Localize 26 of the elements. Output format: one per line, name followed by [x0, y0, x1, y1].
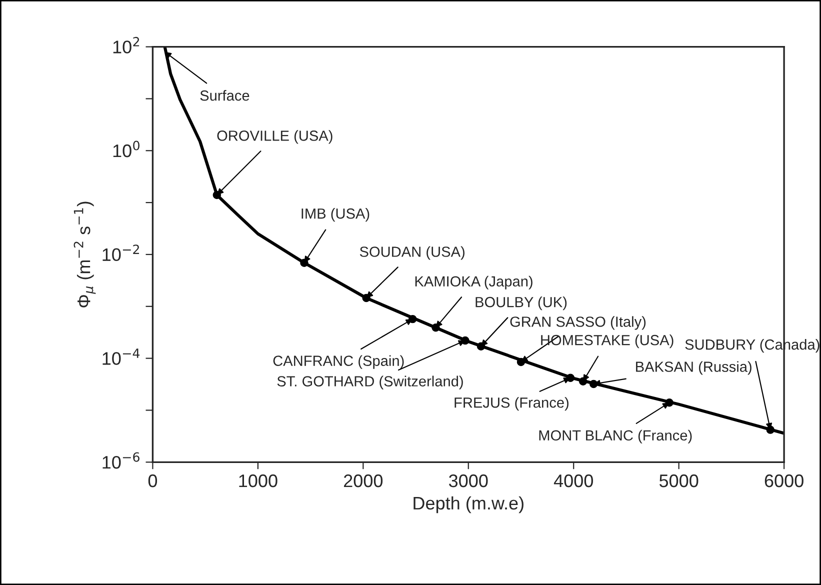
x-tick-label: 3000 [448, 474, 488, 488]
x-tick-label: 0 [148, 474, 158, 488]
annotation: KAMIOKA (Japan) [415, 276, 532, 290]
y-axis-title: Φ$_{μ}$ (m$^{−2}$ s$^{−1}$) [74, 202, 96, 308]
annotation: FREJUS (France) [454, 397, 568, 411]
x-tick-label: 6000 [764, 474, 804, 488]
annotation: GRAN SASSO (Italy) [510, 316, 646, 330]
annotation: IMB (USA) [302, 208, 370, 222]
annotation: BOULBY (UK) [476, 296, 567, 310]
y-tick-label: 10$^{−6}$ [102, 452, 140, 469]
annotation: OROVILLE (USA) [217, 130, 332, 144]
y-tick-label: 10$^{−4}$ [102, 348, 140, 365]
annotation: MONT BLANC (France) [539, 430, 692, 444]
annotation: Surface [200, 90, 250, 101]
x-axis-title: Depth (m.w.e) [414, 496, 524, 514]
y-tick-label: 10$^{2}$ [113, 36, 140, 54]
annotation: SOUDAN (USA) [360, 246, 464, 260]
annotation: BAKSAN (Russia) [636, 361, 752, 375]
annotation: ST. GOTHARD (Switzerland) [277, 376, 463, 390]
x-tick-label: 2000 [344, 474, 383, 488]
y-tick-label: 10$^{−2}$ [102, 244, 139, 262]
x-tick-label: 5000 [659, 474, 698, 488]
x-tick-label: 1000 [239, 474, 278, 488]
x-tick-label: 4000 [554, 474, 593, 488]
y-tick-label: 10$^{0}$ [113, 140, 140, 158]
annotation: CANFRANC (Spain) [273, 355, 404, 369]
